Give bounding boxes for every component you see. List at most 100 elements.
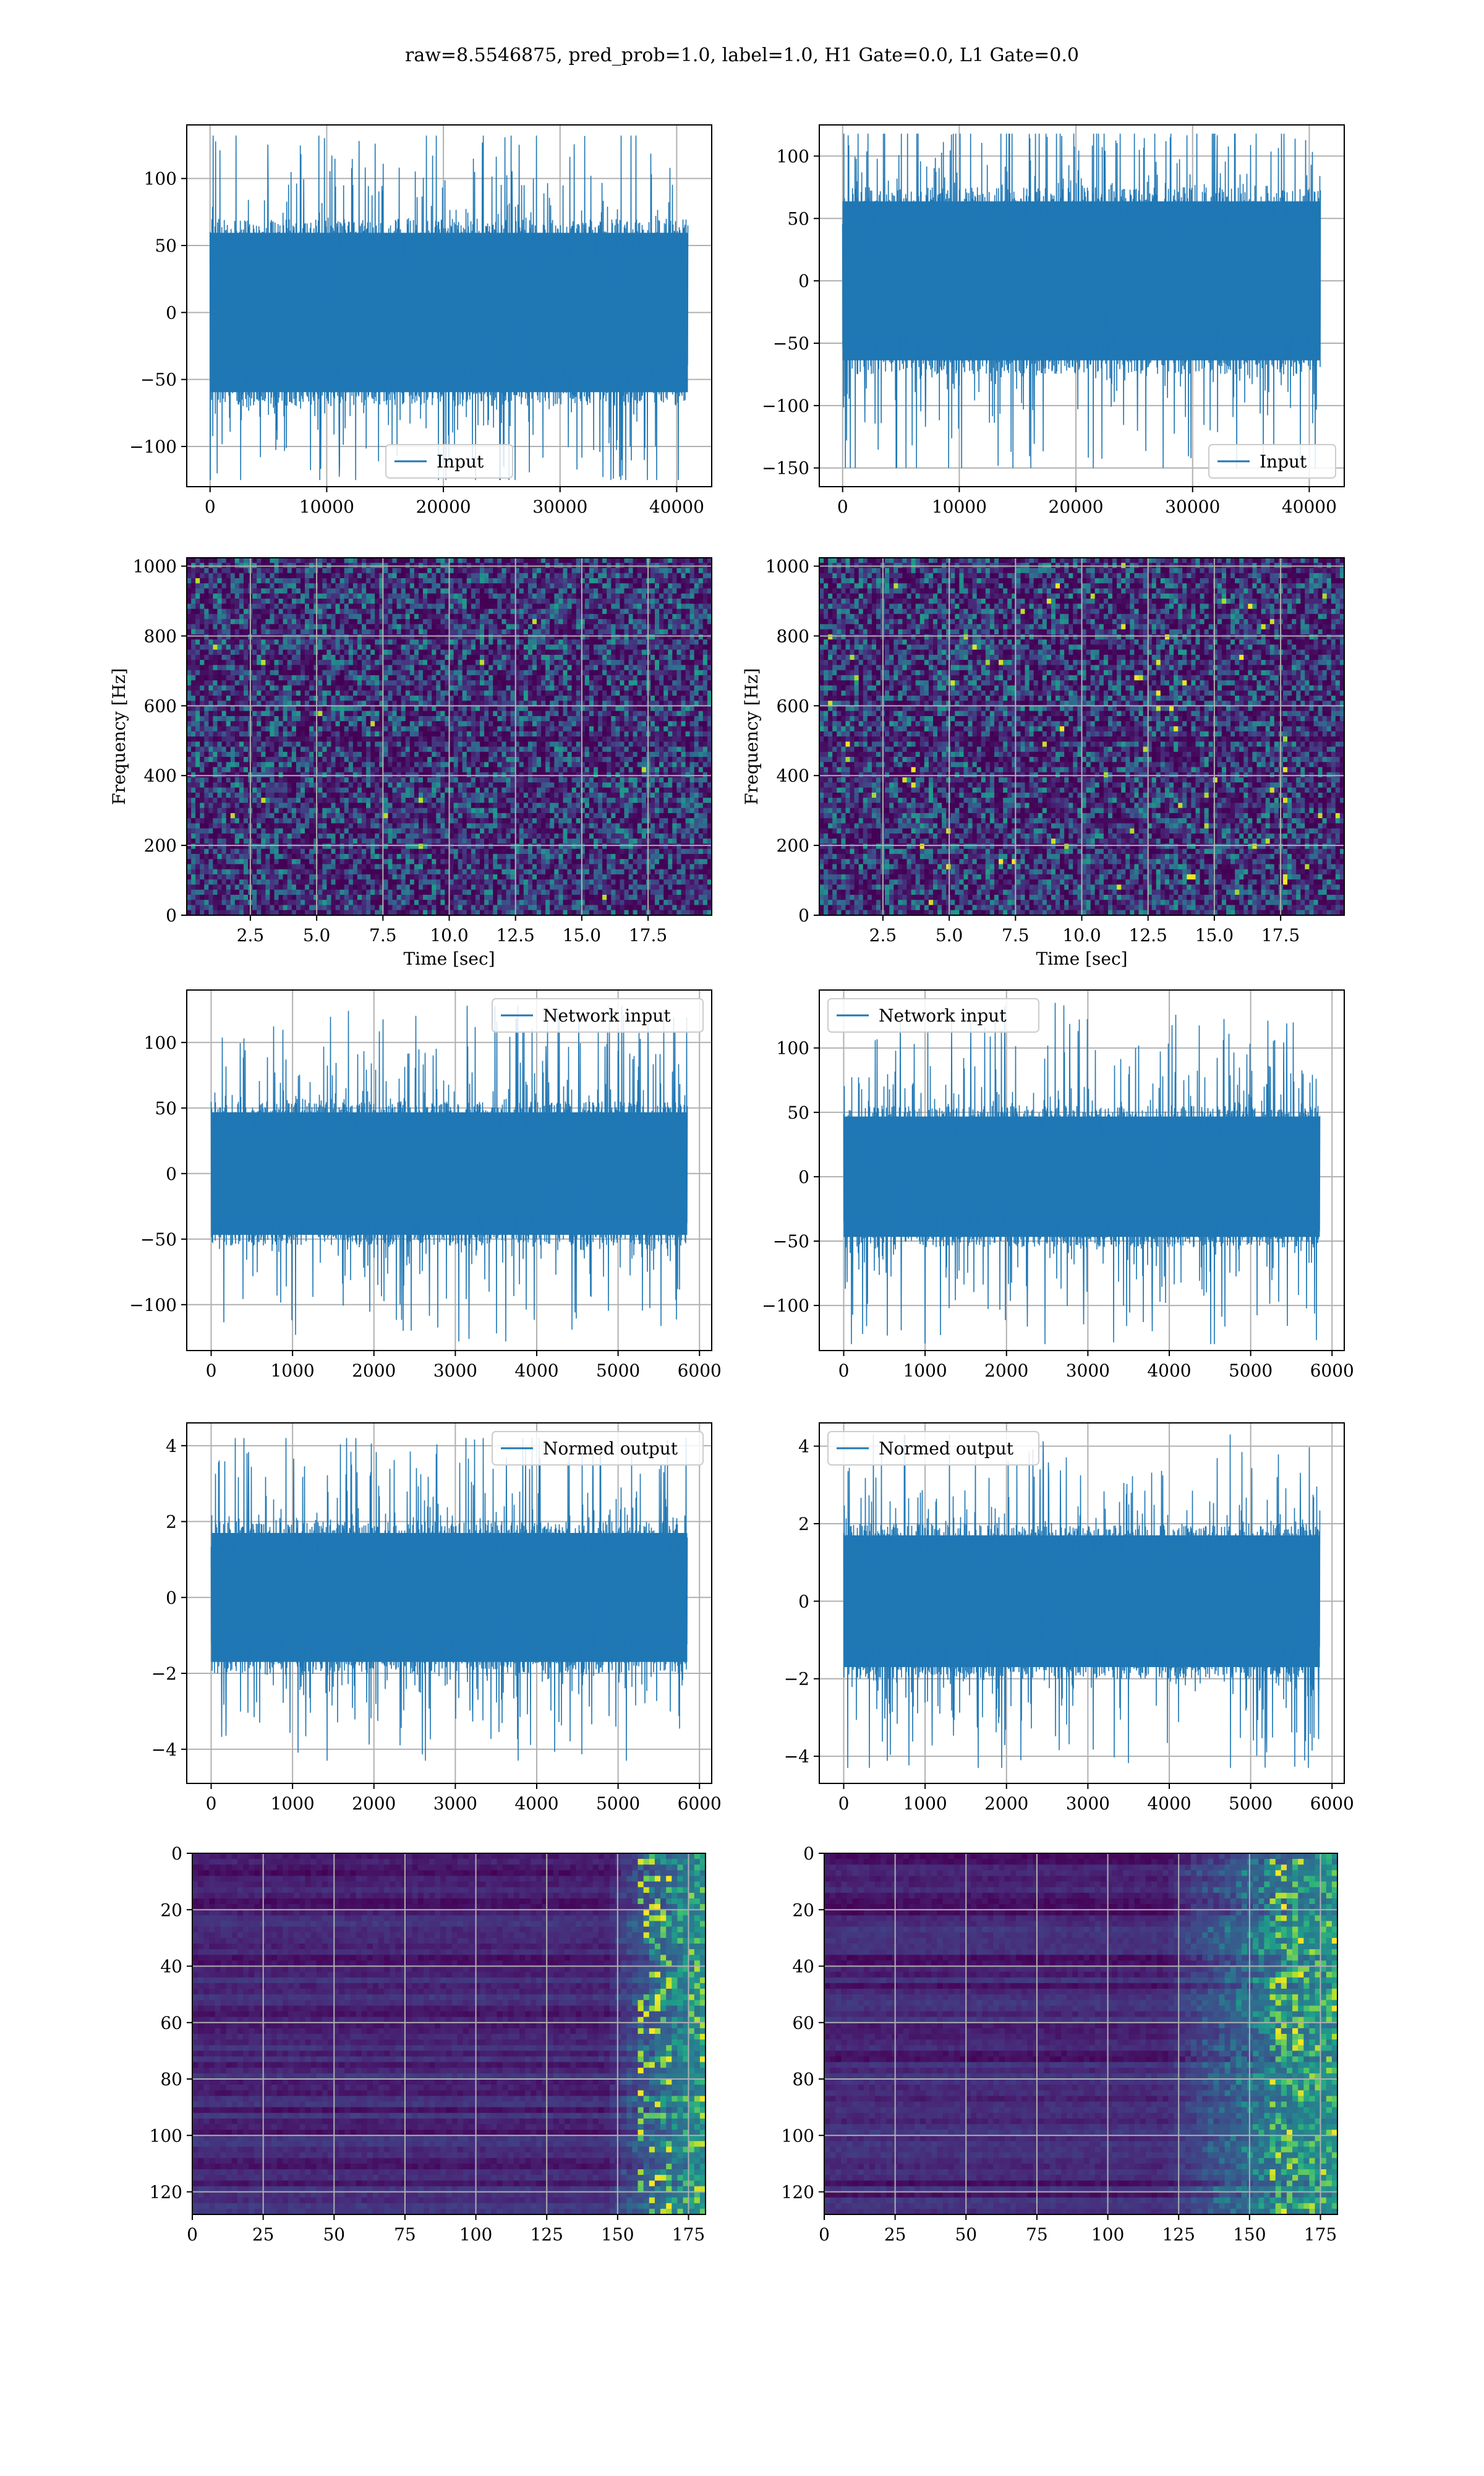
heatmap-cell [336, 732, 341, 737]
heatmap-cell [493, 589, 498, 594]
heatmap-cell [414, 798, 419, 803]
heatmap-cell [393, 624, 398, 630]
heatmap-cell [195, 869, 200, 875]
heatmap-cell [305, 624, 310, 630]
heatmap-cell [309, 834, 314, 839]
heatmap-cell [239, 874, 244, 880]
heatmap-cell [362, 711, 367, 717]
heatmap-cell [370, 905, 375, 911]
heatmap-cell [454, 895, 459, 900]
heatmap-cell [309, 609, 314, 615]
heatmap-cell [370, 895, 375, 900]
heatmap-cell [362, 747, 367, 753]
heatmap-cell [226, 885, 231, 890]
heatmap-cell [270, 900, 275, 905]
heatmap-cell [213, 583, 218, 589]
heatmap-cell [331, 675, 336, 681]
heatmap-cell [244, 864, 249, 869]
heatmap-cell [475, 680, 480, 686]
heatmap-cell [393, 696, 398, 701]
heatmap-cell [208, 905, 213, 911]
heatmap-cell [226, 736, 231, 742]
heatmap-cell [275, 829, 279, 834]
heatmap-cell [393, 589, 398, 594]
heatmap-cell [244, 823, 249, 829]
heatmap-cell [383, 558, 388, 563]
heatmap-cell [410, 767, 415, 773]
heatmap-cell [208, 736, 213, 742]
heatmap-cell [484, 727, 489, 732]
heatmap-cell [480, 732, 485, 737]
heatmap-cell [397, 782, 402, 788]
heatmap-cell [423, 879, 428, 885]
heatmap-cell [375, 609, 380, 615]
heatmap-cell [423, 650, 428, 655]
heatmap-cell [353, 869, 358, 875]
heatmap-cell [463, 885, 467, 890]
heatmap-cell [401, 757, 406, 762]
heatmap-cell [213, 900, 218, 905]
heatmap-cell [480, 675, 485, 681]
heatmap-cell [450, 798, 454, 803]
heatmap-cell [397, 594, 402, 599]
heatmap-cell [231, 869, 236, 875]
heatmap-cell [309, 589, 314, 594]
heatmap-cell [436, 685, 441, 691]
heatmap-cell [218, 696, 223, 701]
heatmap-cell [362, 752, 367, 758]
heatmap-cell [305, 721, 310, 727]
heatmap-cell [370, 685, 375, 691]
heatmap-cell [484, 630, 489, 635]
heatmap-cell [213, 706, 218, 712]
legend-label: Input [437, 451, 484, 472]
heatmap-cell [326, 890, 331, 895]
heatmap-cell [195, 711, 200, 717]
heatmap-cell [235, 732, 240, 737]
heatmap-cell [322, 834, 327, 839]
heatmap-cell [484, 732, 489, 737]
heatmap-cell [187, 644, 192, 650]
heatmap-cell [231, 900, 236, 905]
heatmap-cell [231, 644, 236, 650]
heatmap-cell [235, 727, 240, 732]
heatmap-cell [195, 727, 200, 732]
heatmap-cell [213, 849, 218, 855]
heatmap-cell [336, 777, 341, 783]
heatmap-cell [222, 732, 227, 737]
heatmap-cell [257, 573, 262, 579]
heatmap-cell [375, 782, 380, 788]
heatmap-cell [244, 747, 249, 753]
heatmap-cell [309, 655, 314, 660]
heatmap-cell [275, 839, 279, 844]
heatmap-cell [423, 834, 428, 839]
heatmap-cell [309, 788, 314, 793]
heatmap-cell [326, 716, 331, 722]
heatmap-cell [208, 823, 213, 829]
heatmap-cell [322, 573, 327, 579]
heatmap-cell [305, 696, 310, 701]
heatmap-cell [406, 854, 411, 860]
heatmap-cell [239, 573, 244, 579]
heatmap-cell [366, 634, 371, 640]
heatmap-cell [488, 609, 493, 615]
heatmap-cell [480, 665, 485, 670]
heatmap-cell [226, 568, 231, 574]
heatmap-cell [375, 885, 380, 890]
heatmap-cell [401, 609, 406, 615]
heatmap-cell [235, 869, 240, 875]
heatmap-cell [410, 644, 415, 650]
heatmap-cell [200, 583, 205, 589]
heatmap-cell [318, 752, 323, 758]
heatmap-cell [488, 849, 493, 855]
heatmap-cell [362, 558, 367, 563]
heatmap-cell [397, 732, 402, 737]
heatmap-cell [252, 849, 257, 855]
heatmap-cell [296, 788, 301, 793]
heatmap-cell [484, 905, 489, 911]
heatmap-cell [283, 634, 288, 640]
heatmap-cell [336, 665, 341, 670]
heatmap-cell [326, 854, 331, 860]
heatmap-cell [288, 604, 292, 609]
heatmap-cell [340, 711, 345, 717]
heatmap-cell [191, 747, 196, 753]
